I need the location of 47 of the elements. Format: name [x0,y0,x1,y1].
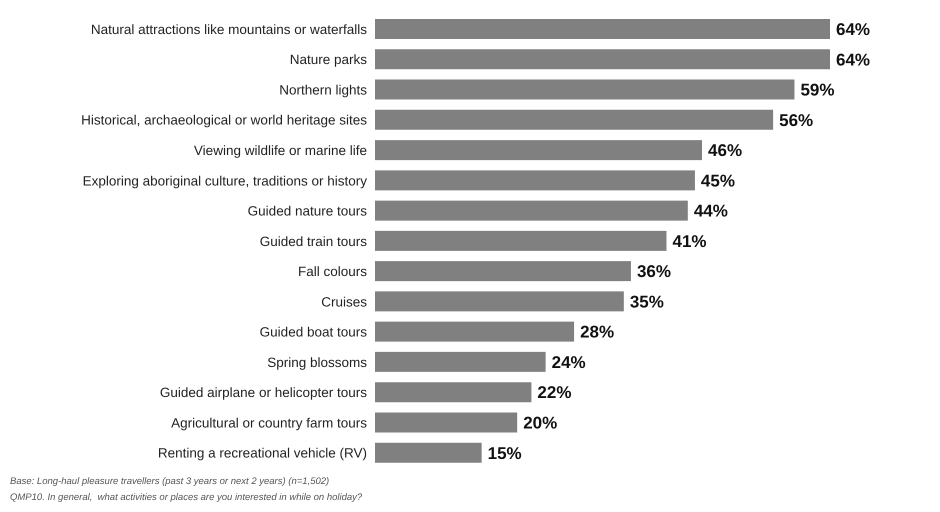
bar [375,412,518,432]
data-label: 64% [836,50,870,70]
bar [375,261,631,282]
data-label: 15% [488,444,522,463]
data-label: 59% [800,80,834,100]
y-tick-label: Fall colours [298,264,368,280]
data-label: 20% [523,414,558,432]
bar [375,140,702,160]
bar [375,382,532,402]
data-label: 36% [636,262,671,282]
y-tick-label: Historical, archaeological or world heritage sites [81,112,368,128]
bar [375,49,830,70]
bar [375,322,574,342]
bar [375,200,688,221]
y-tick-label: Cruises [321,294,368,310]
bar [375,170,695,190]
y-tick-label: Spring blossoms [267,354,368,370]
bar [375,291,624,312]
y-tick-label: Guided airplane or helicopter tours [160,385,368,400]
y-tick-label: Guided nature tours [248,204,368,219]
data-label: 28% [580,322,614,342]
data-label: 44% [694,202,728,221]
y-tick-label: Natural attractions like mountains or waterfalls [90,22,368,37]
y-tick-label: Northern lights [279,82,368,98]
data-label: 41% [672,232,707,251]
bar [375,352,546,372]
y-tick-label: Exploring aboriginal culture, traditions or history [82,173,368,188]
text: QMP10. In general, what activities or places are you interested in while on holiday? [10,491,362,505]
data-label: 35% [630,292,664,312]
bar [375,442,482,463]
bar [375,80,794,100]
y-tick-label: Guided boat tours [260,324,368,340]
data-label: 56% [779,110,814,130]
data-label: 45% [700,171,735,190]
y-tick-label: Renting a recreational vehicle (RV) [158,446,367,461]
bar [375,110,774,130]
y-tick-label: Viewing wildlife or marine life [194,142,367,158]
text: Base: Long-haul pleasure travellers (past 3 years or next 2 years) (n=1,502) [10,475,330,489]
y-tick-label: Agricultural or country farm tours [171,415,368,430]
data-label: 46% [708,141,742,160]
y-tick-label: Guided train tours [260,234,368,249]
data-label: 64% [836,20,870,40]
y-tick-label: Nature parks [290,52,368,68]
bar [375,230,666,251]
data-label: 24% [552,352,586,372]
data-label: 22% [537,383,572,402]
bar [375,19,830,39]
